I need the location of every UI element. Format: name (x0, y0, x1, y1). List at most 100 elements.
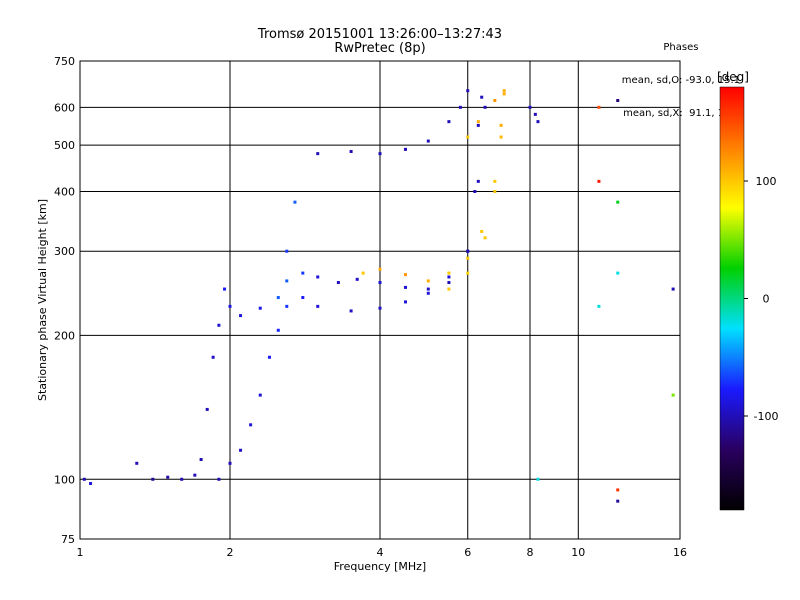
data-point (536, 477, 540, 481)
data-point (458, 105, 462, 109)
y-tick-label: 400 (54, 185, 75, 198)
x-tick-label: 16 (673, 546, 687, 559)
y-tick-label: 200 (54, 329, 75, 342)
data-point (466, 256, 470, 260)
data-point (502, 92, 506, 96)
data-points (82, 89, 675, 503)
data-point (616, 488, 620, 492)
data-point (483, 236, 487, 240)
data-point (597, 105, 601, 109)
y-tick-label: 500 (54, 139, 75, 152)
x-tick-label: 10 (571, 546, 585, 559)
colorbar-ticks: 100 0 -100 (744, 175, 778, 423)
data-point (349, 309, 353, 313)
data-point (447, 120, 451, 124)
data-point (616, 99, 620, 103)
data-point (361, 271, 365, 275)
data-point (301, 296, 305, 300)
data-point (426, 291, 430, 295)
data-point (616, 271, 620, 275)
data-point (378, 306, 382, 310)
data-point (249, 423, 253, 427)
data-point (447, 287, 451, 291)
data-point (493, 179, 497, 183)
data-point (205, 407, 209, 411)
data-point (466, 89, 470, 93)
data-point (258, 306, 262, 310)
data-point (671, 393, 675, 397)
data-point (293, 200, 297, 204)
phase-stats-o: mean, sd,O: -93.0, 15.1 (621, 75, 740, 86)
x-axis-label: Frequency [MHz] (334, 560, 426, 573)
data-point (276, 296, 280, 300)
data-point (193, 473, 197, 477)
chart-title: Tromsø 20151001 13:26:00–13:27:43 (257, 27, 503, 42)
data-point (616, 200, 620, 204)
data-point (285, 249, 289, 253)
data-point (480, 229, 484, 233)
colorbar-label: [deg] (717, 70, 749, 84)
data-point (403, 147, 407, 151)
data-point (217, 323, 221, 327)
data-point (316, 275, 320, 279)
data-point (239, 448, 243, 452)
data-point (285, 304, 289, 308)
x-tick-label: 4 (377, 546, 384, 559)
data-point (466, 135, 470, 139)
data-point (502, 89, 506, 93)
data-point (151, 477, 155, 481)
data-point (166, 475, 170, 479)
data-point (447, 271, 451, 275)
data-point (493, 99, 497, 103)
data-point (499, 135, 503, 139)
data-point (426, 139, 430, 143)
colorbar-tick-label: -100 (754, 410, 779, 423)
data-point (403, 300, 407, 304)
data-point (239, 314, 243, 318)
data-point (483, 105, 487, 109)
phase-stats-heading: Phases (663, 42, 699, 53)
data-point (285, 279, 289, 283)
data-point (476, 179, 480, 183)
data-point (349, 149, 353, 153)
data-point (82, 477, 86, 481)
colorbar-tick-label: 0 (763, 293, 770, 306)
data-point (533, 112, 537, 116)
data-point (473, 189, 477, 193)
data-point (403, 273, 407, 277)
data-point (336, 281, 340, 285)
data-point (597, 304, 601, 308)
data-point (671, 287, 675, 291)
x-tick-label: 6 (464, 546, 471, 559)
data-point (267, 355, 271, 359)
y-axis-label: Stationary phase Virtual Height [km] (36, 199, 49, 401)
data-point (135, 461, 139, 465)
data-point (316, 304, 320, 308)
data-point (258, 393, 262, 397)
data-point (499, 123, 503, 127)
data-point (276, 328, 280, 332)
colorbar (719, 86, 745, 511)
data-point (316, 152, 320, 156)
data-point (199, 457, 203, 461)
data-point (466, 271, 470, 275)
y-tick-label: 100 (54, 473, 75, 486)
x-tick-label: 2 (227, 546, 234, 559)
data-point (378, 152, 382, 156)
data-point (180, 477, 184, 481)
data-point (536, 120, 540, 124)
data-point (89, 481, 93, 485)
data-point (493, 189, 497, 193)
x-tick-label: 8 (527, 546, 534, 559)
data-point (447, 275, 451, 279)
y-tick-label: 600 (54, 101, 75, 114)
chart-subtitle: RwPretec (8p) (334, 41, 426, 56)
x-tick-label: 1 (77, 546, 84, 559)
y-tick-label: 750 (54, 55, 75, 68)
grid-lines (80, 61, 680, 539)
data-point (480, 95, 484, 99)
data-point (355, 277, 359, 281)
data-point (476, 123, 480, 127)
data-point (528, 105, 532, 109)
